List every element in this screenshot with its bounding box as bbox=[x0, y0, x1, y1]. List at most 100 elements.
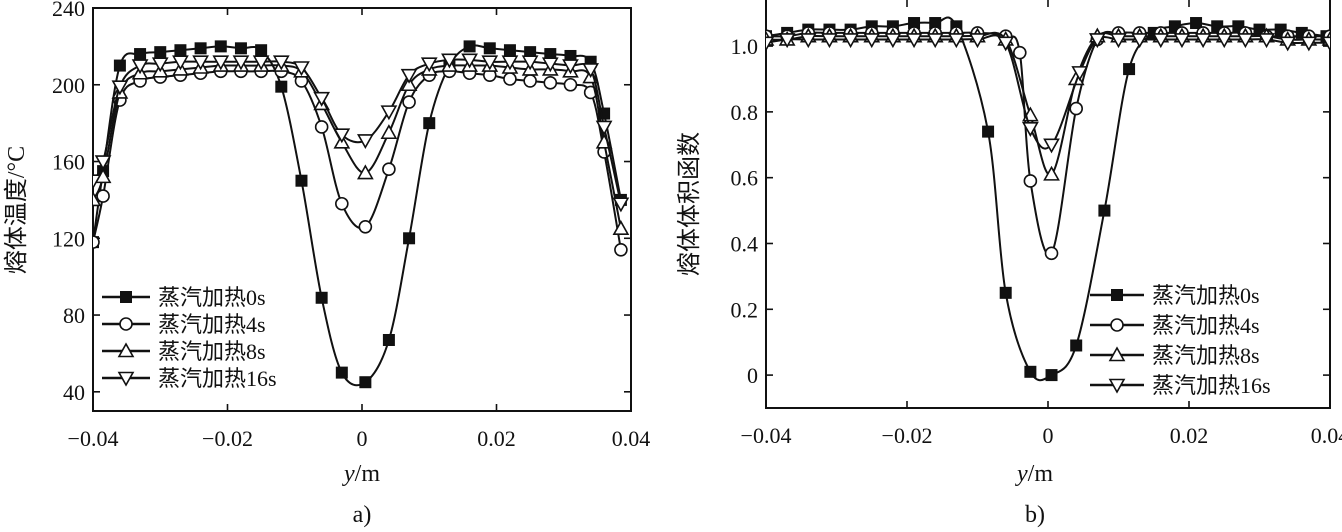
data-point-b-3 bbox=[1022, 122, 1039, 137]
series-line-b-0 bbox=[766, 16, 1327, 382]
data-point-b-3 bbox=[1043, 138, 1060, 154]
x-tick-label: 0 bbox=[357, 426, 368, 451]
series-group-b bbox=[766, 16, 1330, 382]
data-point-a-0 bbox=[315, 291, 328, 304]
data-point-b-0 bbox=[1024, 365, 1037, 378]
data-point-b-0 bbox=[1070, 339, 1083, 352]
data-point-b-3 bbox=[969, 33, 986, 49]
data-point-a-2 bbox=[356, 164, 374, 180]
legend-marker-a-2 bbox=[117, 342, 135, 358]
data-point-b-0 bbox=[982, 125, 995, 138]
y-tick-label: 40 bbox=[63, 380, 85, 405]
data-point-b-3 bbox=[905, 33, 923, 49]
data-point-a-0 bbox=[503, 44, 516, 57]
series-group-a bbox=[93, 40, 630, 389]
legend-marker-a-1 bbox=[119, 317, 133, 331]
data-point-a-1 bbox=[335, 196, 349, 211]
temperature-chart-panel: −0.04 −0.02 0 0.02 0.04 40 80 120 160 200 240 蒸汽加热… bbox=[3, 0, 650, 528]
data-point-b-3 bbox=[821, 33, 838, 49]
legend-label-b-2: 蒸汽加热8s bbox=[1152, 343, 1260, 368]
data-point-b-3 bbox=[997, 36, 1015, 52]
data-point-a-3 bbox=[481, 55, 499, 71]
legend-label-a-2: 蒸汽加热8s bbox=[158, 339, 266, 364]
data-point-a-3 bbox=[380, 105, 398, 121]
y-axis-label-b: 熔体体积函数 bbox=[676, 132, 703, 276]
x-tick-label: −0.04 bbox=[68, 426, 119, 451]
data-point-a-3 bbox=[313, 91, 331, 107]
series-line-b-2 bbox=[766, 31, 1330, 176]
data-point-a-3 bbox=[151, 57, 169, 73]
legend-label-b-0: 蒸汽加热0s bbox=[1152, 283, 1260, 308]
data-point-b-3 bbox=[1321, 36, 1330, 52]
panel-label-a: a) bbox=[353, 502, 372, 528]
data-point-a-3 bbox=[595, 120, 613, 136]
data-point-a-1 bbox=[358, 219, 373, 234]
panel-label-b: b) bbox=[1025, 502, 1045, 528]
y-tick-label: 240 bbox=[52, 0, 85, 21]
data-point-a-3 bbox=[582, 63, 600, 79]
y-tick-label: 80 bbox=[63, 303, 85, 328]
y-tick-label: 200 bbox=[52, 73, 85, 98]
data-point-a-1 bbox=[503, 72, 517, 86]
y-tick-label: 0.2 bbox=[731, 297, 759, 322]
y-tick-label: 1.0 bbox=[731, 34, 759, 59]
data-point-a-3 bbox=[93, 174, 102, 190]
data-point-b-0 bbox=[1045, 369, 1058, 382]
data-point-b-3 bbox=[1237, 33, 1254, 49]
data-point-b-3 bbox=[1152, 33, 1170, 49]
legend-marker-a-3 bbox=[117, 371, 135, 387]
legend-label-b-3: 蒸汽加热16s bbox=[1152, 373, 1271, 398]
data-point-a-1 bbox=[382, 162, 396, 176]
data-point-a-0 bbox=[113, 59, 126, 72]
data-point-b-3 bbox=[842, 33, 859, 49]
data-point-a-0 bbox=[134, 48, 147, 61]
data-point-a-2 bbox=[400, 76, 418, 92]
data-point-a-3 bbox=[420, 57, 438, 73]
data-point-a-3 bbox=[293, 61, 310, 77]
data-point-a-2 bbox=[380, 124, 398, 140]
series-line-a-1 bbox=[93, 69, 622, 250]
data-point-a-1 bbox=[314, 120, 329, 134]
data-point-a-1 bbox=[543, 76, 558, 90]
data-point-a-3 bbox=[562, 59, 579, 75]
data-point-b-3 bbox=[1258, 33, 1275, 49]
data-point-a-0 bbox=[255, 44, 268, 57]
data-point-b-3 bbox=[799, 33, 817, 49]
data-point-a-0 bbox=[423, 117, 436, 130]
series-line-a-3 bbox=[93, 58, 622, 204]
data-point-a-1 bbox=[93, 235, 100, 249]
data-point-a-0 bbox=[335, 366, 348, 379]
x-axis-label-b: y/m bbox=[1015, 461, 1053, 487]
data-point-b-0 bbox=[1098, 204, 1111, 217]
data-point-b-3 bbox=[863, 33, 881, 49]
y-tick-label: 0.4 bbox=[731, 231, 759, 256]
data-point-a-3 bbox=[612, 197, 630, 213]
x-axis-label-a: y/m bbox=[342, 461, 380, 487]
x-tick-label: 0.04 bbox=[1311, 423, 1342, 448]
series-line-a-0 bbox=[93, 44, 622, 387]
y-tick-label: 0.8 bbox=[731, 100, 759, 125]
data-point-b-0 bbox=[1123, 63, 1136, 76]
data-point-a-3 bbox=[232, 55, 250, 71]
data-point-a-0 bbox=[295, 174, 308, 187]
data-point-a-0 bbox=[234, 42, 247, 55]
x-tick-label: 0 bbox=[1043, 423, 1054, 448]
x-tick-label: 0.02 bbox=[477, 426, 516, 451]
data-point-a-3 bbox=[252, 55, 270, 71]
data-point-a-3 bbox=[333, 128, 351, 144]
volume-fraction-chart-panel: −0.04 −0.02 0 0.02 0.04 0 0.2 0.4 0.6 0.8 1.0 蒸汽加热… bbox=[676, 0, 1342, 528]
y-tick-label: 120 bbox=[52, 226, 85, 251]
data-point-a-2 bbox=[93, 191, 102, 207]
data-point-a-3 bbox=[172, 55, 189, 71]
data-point-b-3 bbox=[1215, 33, 1233, 49]
x-tick-label: −0.02 bbox=[882, 423, 933, 448]
data-point-b-0 bbox=[1190, 17, 1203, 30]
data-point-a-0 bbox=[403, 232, 416, 245]
axis-ticks-a: −0.04 −0.02 0 0.02 0.04 40 80 120 160 200 240 bbox=[52, 0, 650, 451]
y-tick-label: 160 bbox=[52, 150, 85, 175]
data-point-a-3 bbox=[501, 55, 519, 71]
legend-marker-b-0 bbox=[1111, 289, 1123, 301]
legend-marker-a-0 bbox=[120, 291, 132, 303]
data-point-a-0 bbox=[214, 40, 227, 53]
data-point-a-3 bbox=[400, 68, 418, 84]
